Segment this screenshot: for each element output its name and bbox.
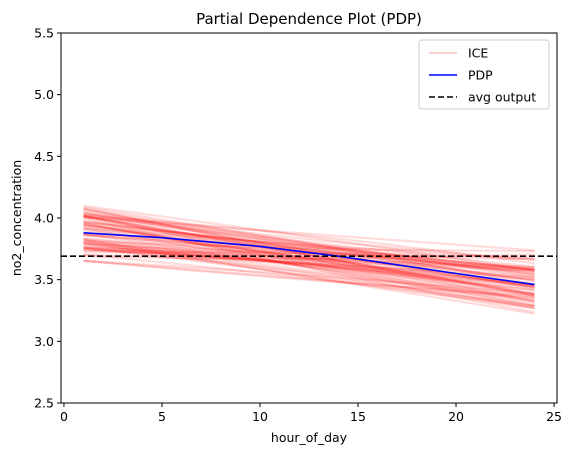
ice-line	[83, 246, 535, 278]
ice-line	[83, 207, 535, 303]
ice-line	[83, 221, 535, 283]
y-axis: 2.5 3.0 3.5 4.0 4.5 5.0 5.5	[34, 26, 61, 411]
ice-line	[83, 214, 535, 305]
x-tick-label: 15	[350, 409, 366, 424]
ice-line	[83, 215, 535, 295]
ice-line	[83, 224, 535, 272]
ice-line	[83, 209, 535, 277]
ice-line	[83, 224, 535, 274]
ice-line	[83, 211, 535, 262]
x-tick-label: 10	[252, 409, 268, 424]
ice-line	[83, 242, 535, 261]
ice-line	[83, 239, 535, 300]
ice-line	[83, 240, 535, 253]
pdp-layer	[83, 232, 535, 286]
y-tick-label: 4.0	[34, 211, 54, 226]
ice-line	[83, 206, 535, 286]
ice-line	[83, 227, 535, 310]
ice-line	[83, 244, 535, 292]
ice-line	[83, 242, 535, 292]
ice-line	[83, 236, 535, 302]
x-axis-label: hour_of_day	[271, 430, 348, 445]
ice-line	[83, 247, 535, 286]
ice-line	[83, 247, 535, 288]
ice-line	[83, 215, 535, 272]
ice-line	[83, 253, 535, 308]
y-tick-label: 5.5	[34, 26, 54, 41]
pdp-line	[83, 232, 535, 286]
ice-line	[83, 259, 535, 297]
ice-line	[83, 214, 535, 296]
x-axis: 0 5 10 15 20 25	[60, 403, 562, 424]
ice-line	[83, 242, 535, 310]
y-tick-label: 4.5	[34, 149, 54, 164]
y-axis-label: no2_concentration	[9, 160, 24, 276]
ice-line	[83, 220, 535, 271]
ice-line	[83, 233, 535, 307]
ice-line	[83, 233, 535, 281]
y-tick-label: 5.0	[34, 87, 54, 102]
ice-line	[83, 216, 535, 303]
ice-line	[83, 214, 535, 268]
ice-line	[83, 259, 535, 299]
x-tick-label: 0	[60, 409, 68, 424]
ice-line	[83, 223, 535, 296]
legend-box	[418, 39, 550, 110]
y-tick-label: 3.5	[34, 272, 54, 287]
ice-line	[83, 207, 535, 288]
ice-line	[83, 238, 535, 310]
ice-line	[83, 247, 535, 302]
x-tick-label: 5	[158, 409, 166, 424]
ice-line	[83, 233, 535, 274]
ice-line	[83, 249, 535, 279]
ice-line	[83, 211, 535, 289]
ice-line	[83, 213, 535, 271]
ice-line	[83, 208, 535, 276]
plot-area	[61, 204, 557, 315]
legend-label: avg output	[468, 90, 536, 105]
ice-line	[83, 223, 535, 297]
ice-line	[83, 248, 535, 272]
ice-line	[83, 219, 535, 282]
ice-line	[83, 204, 535, 272]
legend-label: PDP	[468, 68, 493, 83]
x-tick-label: 20	[448, 409, 464, 424]
x-tick-label: 25	[546, 409, 562, 424]
ice-line	[83, 227, 535, 261]
ice-line	[83, 240, 535, 315]
ice-line	[83, 246, 535, 307]
ice-line	[83, 246, 535, 269]
ice-line	[83, 232, 535, 286]
chart-title: Partial Dependence Plot (PDP)	[196, 10, 422, 28]
ice-line	[83, 259, 535, 295]
ice-line	[83, 216, 535, 252]
ice-line	[83, 238, 535, 290]
ice-line	[83, 240, 535, 288]
ice-line	[83, 212, 535, 279]
ice-line	[83, 246, 535, 287]
ice-line	[83, 221, 535, 276]
y-tick-label: 3.0	[34, 334, 54, 349]
y-tick-label: 2.5	[34, 396, 54, 411]
legend: ICE PDP avg output	[418, 39, 550, 110]
ice-line	[83, 229, 535, 287]
ice-line	[83, 214, 535, 265]
ice-line	[83, 217, 535, 314]
ice-line	[83, 242, 535, 272]
legend-label: ICE	[468, 46, 488, 61]
